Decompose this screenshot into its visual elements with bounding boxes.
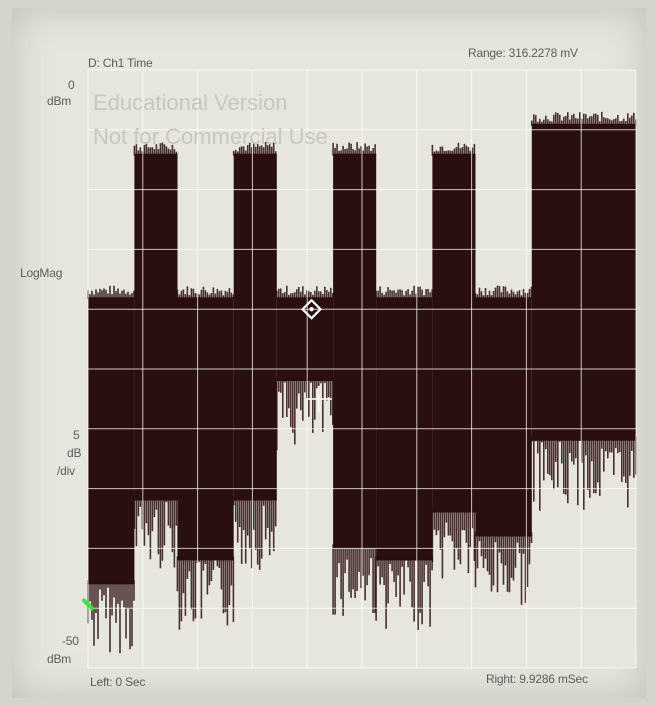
watermark-line-2: Not for Commercial Use — [93, 124, 328, 149]
trace-noise-7 — [375, 285, 433, 630]
trace-segment-9 — [475, 297, 532, 537]
scale-unit: dB — [67, 446, 82, 460]
trace-noise-10 — [531, 111, 637, 511]
trace-segment-5 — [276, 297, 334, 381]
diamond-marker — [300, 298, 323, 320]
y-top-unit: dBm — [47, 94, 72, 108]
trace-noise-9 — [474, 285, 533, 605]
trace-noise-4 — [232, 142, 277, 570]
trace-segment-10 — [531, 123, 636, 441]
range-label: Range: 316.2278 mV — [468, 46, 578, 60]
trace-label: D: Ch1 Time — [88, 56, 153, 70]
trace-noise-6 — [332, 142, 376, 616]
trace-noise-5 — [276, 285, 334, 451]
marker-group — [82, 298, 332, 611]
format-label: LogMag — [20, 266, 63, 280]
y-bottom-value: -50 — [62, 634, 79, 648]
cross-marker — [305, 385, 332, 412]
y-top-value: 0 — [68, 78, 75, 92]
right-time-label: Right: 9.9286 mSec — [486, 672, 588, 686]
trace-segment-6 — [333, 153, 377, 549]
trace-noise-3 — [176, 286, 235, 630]
trace-segment-8 — [432, 153, 476, 513]
trace-segment-1 — [88, 297, 135, 585]
scale-value: 5 — [73, 428, 80, 442]
reference-indicator — [82, 598, 94, 611]
trace-noise-8 — [431, 142, 476, 579]
y-bottom-unit: dBm — [47, 652, 72, 666]
trace-segment-2 — [134, 153, 178, 501]
scale-per-div: /div — [57, 464, 75, 478]
diamond-marker-center — [309, 307, 314, 312]
watermark-line-1: Educational Version — [93, 90, 288, 115]
grid-group — [87, 69, 637, 669]
trace-segment-4 — [233, 153, 277, 501]
left-time-label: Left: 0 Sec — [90, 675, 146, 689]
trace-group — [87, 111, 637, 654]
